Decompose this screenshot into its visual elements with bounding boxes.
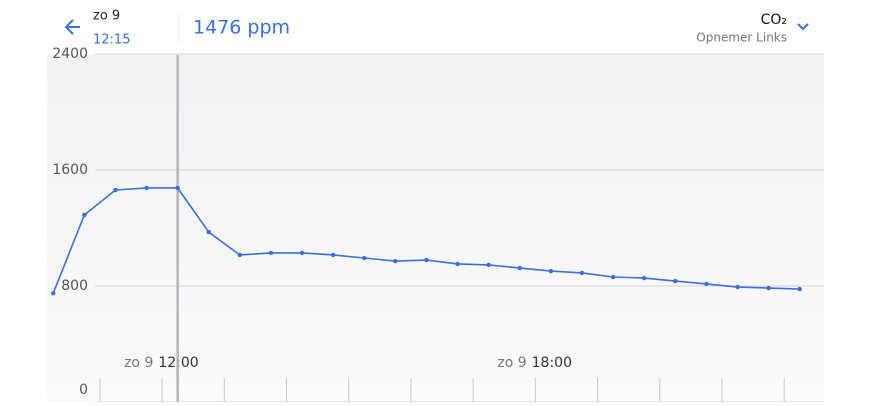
y-tick-label: 1600 xyxy=(52,162,88,178)
y-tick-label: 800 xyxy=(61,278,88,294)
data-point xyxy=(673,278,678,284)
back-arrow[interactable] xyxy=(64,19,80,35)
data-point xyxy=(642,275,647,281)
date: zo 9 xyxy=(93,9,120,24)
data-point xyxy=(362,255,367,261)
data-point xyxy=(704,281,709,287)
y-tick-label: 0 xyxy=(79,382,88,398)
data-point xyxy=(610,274,616,280)
x-tick-time: 18:00 xyxy=(532,355,572,371)
data-point xyxy=(486,262,491,268)
time: 12:15 xyxy=(93,33,130,48)
plot-area xyxy=(47,55,824,402)
data-point xyxy=(144,185,149,191)
data-point xyxy=(579,270,585,276)
location[interactable]: Opnemer Links xyxy=(696,31,787,45)
x-tick-label: zo 912:00 xyxy=(124,355,199,371)
data-point xyxy=(299,250,305,256)
data-point xyxy=(766,285,771,291)
data-point xyxy=(424,257,429,263)
data-point xyxy=(82,212,87,218)
data-point xyxy=(548,268,554,274)
x-tick-label: zo 9 18:00 xyxy=(497,355,572,371)
data-point xyxy=(206,229,211,235)
data-point xyxy=(735,284,740,290)
data-point xyxy=(455,261,460,267)
data-point xyxy=(330,252,336,258)
x-tick-day: zo 9 xyxy=(497,355,526,371)
data-point xyxy=(797,286,802,292)
data-point xyxy=(237,252,243,258)
chevron[interactable] xyxy=(797,23,809,31)
data-point xyxy=(517,265,522,271)
reading: 1476 ppm xyxy=(193,17,290,39)
data-point xyxy=(113,187,118,193)
sensor[interactable]: CO₂ xyxy=(761,12,787,28)
data-point xyxy=(51,291,56,296)
data-point xyxy=(393,258,398,264)
y-tick-label: 2400 xyxy=(52,46,88,62)
data-point xyxy=(268,250,274,256)
data-point xyxy=(175,185,180,191)
x-tick-day: zo 9 xyxy=(124,355,153,371)
